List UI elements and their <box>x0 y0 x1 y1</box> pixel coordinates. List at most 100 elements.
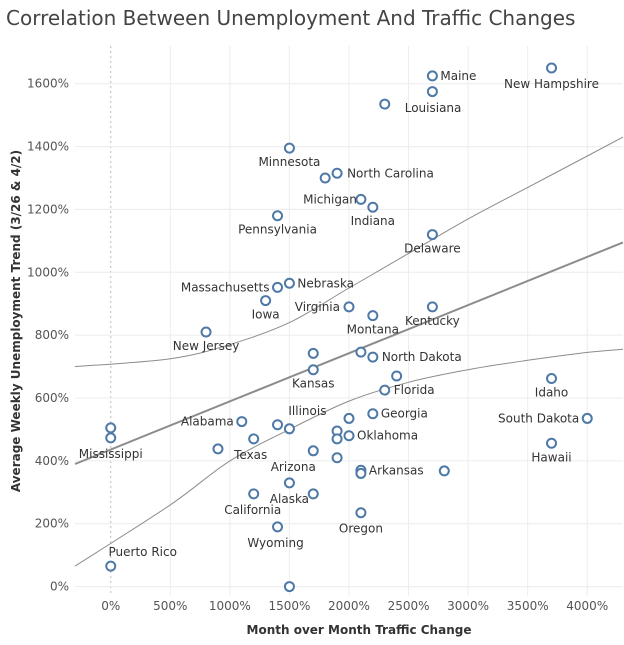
point-label: Michigan <box>303 192 357 206</box>
grid-layer <box>75 46 623 596</box>
data-point <box>546 373 558 385</box>
y-tick-label: 1200% <box>27 202 69 216</box>
point-label: North Carolina <box>347 166 434 180</box>
point-label: Virginia <box>295 300 340 314</box>
x-tick-label: 2500% <box>388 599 430 613</box>
data-point <box>307 364 319 376</box>
data-point <box>426 70 438 82</box>
data-point <box>272 419 284 431</box>
data-point <box>379 98 391 110</box>
x-axis-title: Month over Month Traffic Change <box>247 623 472 637</box>
data-point <box>367 201 379 213</box>
data-point <box>355 193 367 205</box>
data-point <box>283 581 295 593</box>
y-tick-label: 800% <box>35 328 69 342</box>
data-point <box>105 422 117 434</box>
y-tick-label: 600% <box>35 391 69 405</box>
point-label: Kansas <box>292 377 334 391</box>
point-label: New Jersey <box>173 339 240 353</box>
x-tick-label: 500% <box>153 599 187 613</box>
x-tick-label: 3000% <box>447 599 489 613</box>
data-point <box>546 437 558 449</box>
data-point <box>367 351 379 363</box>
data-point <box>272 210 284 222</box>
data-point <box>307 445 319 457</box>
point-label: Texas <box>233 448 267 462</box>
point-label: Minnesota <box>258 155 320 169</box>
data-point <box>248 488 260 500</box>
data-point <box>283 423 295 435</box>
y-tick-label: 0% <box>50 580 69 594</box>
confidence-upper-line <box>74 136 624 368</box>
point-label: Oregon <box>339 522 383 536</box>
point-label: Montana <box>347 323 399 337</box>
point-label: South Dakota <box>498 411 579 425</box>
data-point <box>331 452 343 464</box>
point-label: Idaho <box>535 386 568 400</box>
x-tick-label: 1000% <box>209 599 251 613</box>
y-tick-label: 1400% <box>27 140 69 154</box>
point-label: Oklahoma <box>357 429 418 443</box>
point-label: Florida <box>394 383 435 397</box>
point-labels-layer: Maine New Hampshire Louisiana Minnesota Nort… <box>79 69 599 559</box>
data-point <box>283 477 295 489</box>
data-point <box>236 416 248 428</box>
data-point <box>331 433 343 445</box>
point-label: Puerto Rico <box>109 545 177 559</box>
data-point <box>367 310 379 322</box>
data-point <box>426 301 438 313</box>
data-point <box>105 560 117 572</box>
point-label: Kentucky <box>405 314 460 328</box>
data-point <box>272 521 284 533</box>
data-point <box>438 465 450 477</box>
data-point <box>307 488 319 500</box>
x-tick-label: 2000% <box>328 599 370 613</box>
point-label: Hawaii <box>531 450 571 464</box>
data-point <box>379 384 391 396</box>
point-label: Delaware <box>404 242 461 256</box>
chart-title: Correlation Between Unemployment And Tra… <box>6 6 576 30</box>
data-point <box>260 295 272 307</box>
point-label: Arizona <box>271 460 316 474</box>
point-label: Arkansas <box>369 463 424 477</box>
point-label: Louisiana <box>405 101 462 115</box>
y-tick-label: 1000% <box>27 265 69 279</box>
y-tick-label: 1600% <box>27 77 69 91</box>
point-label: Pennsylvania <box>238 223 317 237</box>
data-point <box>283 142 295 154</box>
point-label: Mississippi <box>79 447 143 461</box>
data-point <box>355 467 367 479</box>
data-point <box>307 347 319 359</box>
data-point <box>391 370 403 382</box>
confidence-lower-line <box>74 348 624 567</box>
point-label: Iowa <box>252 308 280 322</box>
data-point <box>283 277 295 289</box>
point-label: Alaska <box>270 492 309 506</box>
points-layer <box>105 62 593 593</box>
x-tick-label: 0% <box>101 599 120 613</box>
data-point <box>546 62 558 74</box>
point-label: Wyoming <box>247 536 303 550</box>
axes-layer: 0% 500% 1000% 1500% 2000% 2500% 3000% 3500% 4000… <box>9 77 608 637</box>
point-label: California <box>224 503 281 517</box>
x-tick-label: 4000% <box>566 599 608 613</box>
data-point <box>319 172 331 184</box>
data-point <box>212 443 224 455</box>
data-point <box>343 430 355 442</box>
point-label: Georgia <box>381 407 428 421</box>
data-point <box>367 408 379 420</box>
point-label: Maine <box>440 69 476 83</box>
x-tick-label: 3500% <box>507 599 549 613</box>
point-label: Alabama <box>181 415 234 429</box>
point-label: Indiana <box>351 214 395 228</box>
data-point <box>200 326 212 338</box>
data-point <box>272 281 284 293</box>
data-point <box>331 167 343 179</box>
y-tick-label: 400% <box>35 454 69 468</box>
data-point <box>248 433 260 445</box>
data-point <box>355 346 367 358</box>
y-axis-title: Average Weekly Unemployment Trend (3/26 … <box>9 150 23 492</box>
x-tick-label: 1500% <box>268 599 310 613</box>
point-label: Massachusetts <box>181 280 270 294</box>
